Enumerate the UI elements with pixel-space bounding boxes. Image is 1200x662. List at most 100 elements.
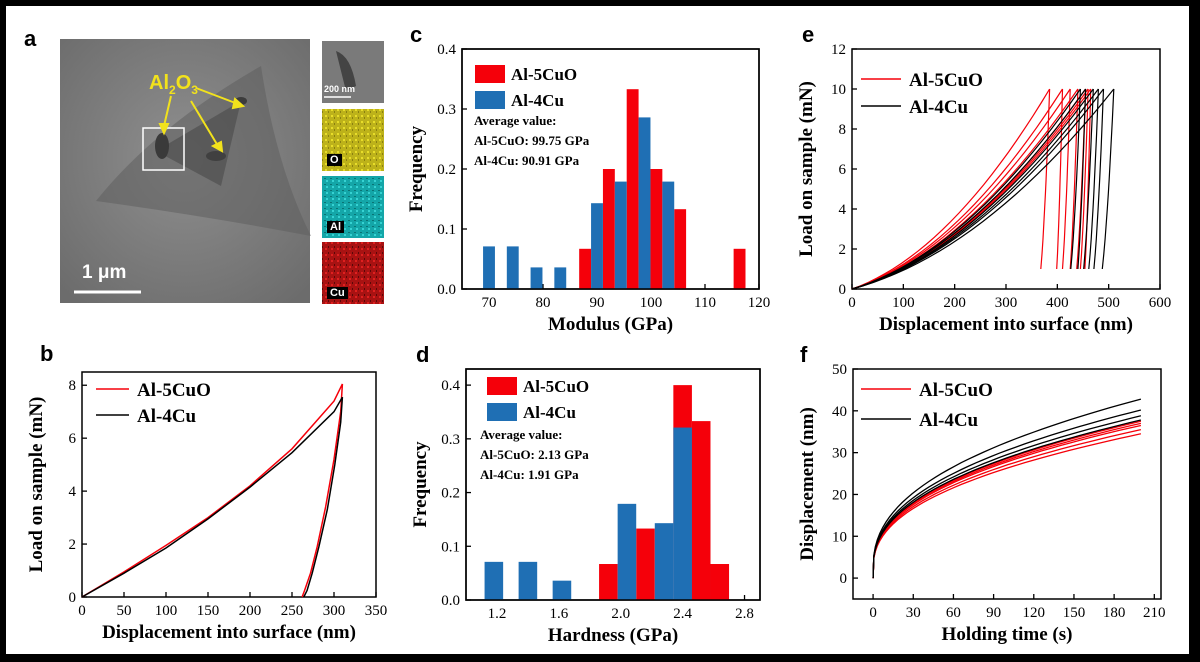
loading-curve xyxy=(851,88,1051,290)
chart-f: 0 30 60 90 120 150 180 210 0 10 20 30 40 50 Holding ti… xyxy=(797,342,1166,645)
y-tick-label: 0.3 xyxy=(437,102,456,118)
x-tick-label: 30 xyxy=(906,605,921,621)
x-tick-label: 200 xyxy=(943,295,966,311)
scale-bar-label: 1 μm xyxy=(82,262,127,283)
loading-curve xyxy=(851,88,1092,290)
y-tick-label: 2 xyxy=(69,537,77,553)
annotation-line: Average value: xyxy=(480,427,562,442)
x-tick-label: 2.4 xyxy=(673,606,692,622)
y-tick-label: 10 xyxy=(831,82,846,98)
y-tick-label: 40 xyxy=(832,404,847,420)
y-tick-label: 2 xyxy=(839,242,847,258)
bar xyxy=(626,89,639,289)
x-tick-label: 0 xyxy=(78,603,86,619)
panel-letter-a: a xyxy=(24,26,37,51)
y-axis-title: Frequency xyxy=(410,441,431,528)
bar xyxy=(638,117,651,290)
legend-swatch xyxy=(487,403,517,421)
y-tick-label: 8 xyxy=(69,378,77,394)
bar xyxy=(484,561,504,600)
y-axis-title: Frequency xyxy=(406,125,427,212)
y-tick-label: 6 xyxy=(69,431,77,447)
legend-label: Al-5CuO xyxy=(137,380,211,401)
x-tick-label: 0 xyxy=(848,295,856,311)
unloading-curve xyxy=(301,383,344,598)
x-tick-label: 150 xyxy=(1063,605,1086,621)
x-tick-label: 50 xyxy=(117,603,132,619)
bar xyxy=(554,267,567,289)
x-tick-label: 60 xyxy=(946,605,961,621)
plot-frame-top xyxy=(465,368,761,601)
creep-curve xyxy=(872,398,1142,579)
x-tick-label: 250 xyxy=(281,603,304,619)
bar xyxy=(691,421,711,600)
y-tick-label: 4 xyxy=(69,484,77,500)
y-tick-label: 0 xyxy=(69,590,77,606)
bar xyxy=(733,248,746,289)
x-tick-label: 120 xyxy=(748,295,771,311)
y-axis-title: Load on sample (mN) xyxy=(796,81,817,257)
panel-letter-d: d xyxy=(416,342,429,367)
legend-label: Al-5CuO xyxy=(919,380,993,401)
y-tick-label: 0.4 xyxy=(441,378,460,394)
y-tick-label: 12 xyxy=(831,42,846,58)
loading-curve xyxy=(851,88,1115,290)
sem-image xyxy=(60,39,384,304)
inset-scale-label: 200 nm xyxy=(324,84,356,94)
y-tick-label: 30 xyxy=(832,446,847,462)
legend-label: Al-4Cu xyxy=(909,97,969,118)
x-tick-label: 180 xyxy=(1103,605,1126,621)
bar xyxy=(673,427,692,600)
x-tick-label: 1.6 xyxy=(549,606,568,622)
y-tick-label: 0.2 xyxy=(441,486,460,502)
y-tick-label: 0.2 xyxy=(437,162,456,178)
x-tick-label: 90 xyxy=(986,605,1001,621)
unloading-curve xyxy=(303,397,344,598)
creep-curve xyxy=(872,419,1142,579)
map-label-o: O xyxy=(327,154,342,166)
bar xyxy=(617,503,637,600)
y-tick-label: 0.0 xyxy=(437,282,456,298)
legend-label: Al-4Cu xyxy=(919,410,979,431)
legend-swatch xyxy=(487,377,517,395)
plot-frame xyxy=(81,371,377,598)
bar xyxy=(518,561,538,600)
creep-curve xyxy=(872,433,1142,579)
y-tick-label: 0.0 xyxy=(441,593,460,609)
x-tick-label: 2.0 xyxy=(611,606,630,622)
loading-curve xyxy=(851,88,1089,290)
loading-curve xyxy=(81,396,344,598)
annotation-line: Al-4Cu: 90.91 GPa xyxy=(474,153,580,168)
x-tick-label: 400 xyxy=(1046,295,1069,311)
panel-letter-f: f xyxy=(800,342,808,367)
bar xyxy=(674,209,687,289)
unloading-curve xyxy=(1069,88,1079,270)
chart-c: 70 80 90 100 110 120 0.0 0.1 0.2 0.3 0.4 Modulus (G… xyxy=(406,22,770,335)
map-label-cu: Cu xyxy=(327,287,348,299)
plot-frame xyxy=(852,368,1162,600)
map-label-al: Al xyxy=(327,221,344,233)
x-tick-label: 500 xyxy=(1097,295,1120,311)
loading-curve xyxy=(81,383,344,598)
legend-swatch xyxy=(475,65,505,83)
bar xyxy=(654,523,674,600)
unloading-curve xyxy=(1056,88,1064,270)
unloading-curve xyxy=(1079,88,1089,270)
x-tick-label: 110 xyxy=(694,295,716,311)
x-tick-label: 0 xyxy=(869,605,877,621)
y-tick-label: 0.4 xyxy=(437,42,456,58)
legend-label: Al-5CuO xyxy=(909,70,983,91)
x-tick-label: 300 xyxy=(323,603,346,619)
bar xyxy=(530,267,543,289)
y-tick-label: 0.1 xyxy=(441,539,460,555)
x-tick-label: 350 xyxy=(365,603,388,619)
y-tick-label: 0.3 xyxy=(441,432,460,448)
figure-canvas: a xyxy=(6,6,1189,654)
y-tick-label: 8 xyxy=(839,122,847,138)
unloading-curve xyxy=(1083,88,1094,270)
bar xyxy=(552,580,572,600)
x-tick-label: 300 xyxy=(995,295,1018,311)
x-tick-label: 600 xyxy=(1149,295,1172,311)
creep-curve xyxy=(872,409,1142,579)
